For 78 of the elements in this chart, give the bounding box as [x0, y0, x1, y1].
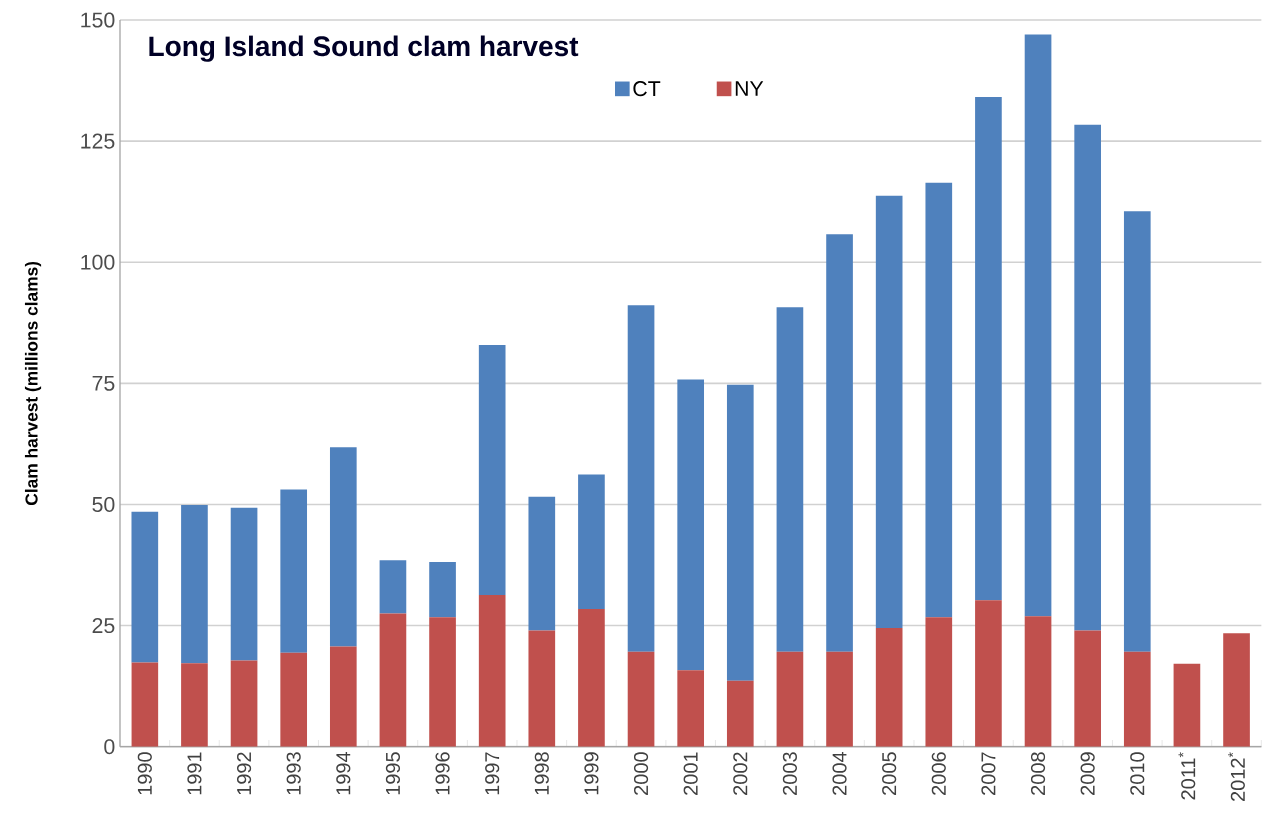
bar: [925, 617, 953, 747]
x-tick-label: 1991: [187, 752, 202, 795]
bar: [429, 617, 456, 747]
bar: [578, 608, 605, 747]
bar: [1074, 124, 1101, 631]
x-tick-label: 1997: [485, 752, 500, 795]
bar: [329, 447, 357, 647]
y-tick-label: 25: [92, 617, 115, 633]
bar: [776, 651, 804, 747]
x-tick-label: 2006: [931, 752, 946, 795]
y-tick-label: 125: [81, 133, 115, 149]
bar: [826, 651, 853, 747]
bar: [1223, 633, 1250, 747]
bar: [975, 600, 1002, 747]
bar: [379, 613, 407, 747]
bar: [875, 195, 903, 628]
bar: [329, 646, 357, 747]
x-tick-label: 2009: [1080, 752, 1095, 795]
text: Long Island Sound clam harvest: [149, 35, 579, 62]
x-tick-label: 1999: [584, 752, 599, 795]
bar: [528, 630, 556, 747]
bar: [478, 594, 506, 747]
x-tick-label: 2003: [782, 752, 797, 795]
x-tick-label: 1994: [336, 751, 351, 795]
bar: [230, 507, 258, 661]
bar: [627, 305, 655, 652]
bar: [578, 474, 605, 609]
bar: [1024, 34, 1052, 617]
bar: [1074, 630, 1101, 747]
bar: [131, 662, 159, 747]
y-axis-title: Clam harvest (millions clams): [24, 261, 42, 505]
y-tick-label: 150: [81, 12, 115, 28]
y-tick-label: 0: [104, 738, 115, 755]
y-tick-label: 100: [81, 254, 115, 270]
bar: [726, 384, 754, 681]
bar: [429, 561, 456, 618]
x-tick-label: 2004: [832, 751, 847, 795]
bar: [677, 379, 705, 670]
bar: [627, 651, 655, 747]
bar: [528, 496, 556, 631]
bar: [1123, 651, 1151, 747]
bar: [131, 511, 159, 663]
bar: [280, 489, 308, 653]
bar: [1123, 211, 1151, 652]
bar: [181, 663, 208, 747]
x-tick-label: 2007: [981, 752, 996, 795]
x-tick-label: 2005: [882, 752, 897, 795]
legend-label: NY: [735, 81, 764, 96]
x-tick-label: 2011$^{*}$: [1178, 752, 1196, 800]
x-tick-label: 2002: [733, 752, 748, 795]
x-tick-label: 1996: [435, 752, 450, 795]
x-tick-label: 1993: [286, 752, 301, 795]
bar: [1024, 616, 1052, 747]
bar: [379, 559, 407, 614]
x-tick-label: 2010: [1130, 752, 1145, 795]
x-tick-label: 1995: [385, 752, 401, 795]
x-tick-label: 2008: [1030, 752, 1046, 795]
y-tick-label: 75: [92, 375, 115, 391]
y-tick-label: 50: [92, 496, 115, 512]
bar: [776, 307, 804, 652]
bar: [925, 182, 953, 618]
bar: [1173, 663, 1201, 747]
bar: [280, 652, 308, 747]
x-tick-label: 2000: [633, 752, 649, 795]
bar: [181, 504, 208, 664]
x-tick-label: 1990: [137, 752, 152, 795]
x-tick-label: 2001: [683, 752, 698, 795]
bar: [478, 344, 506, 595]
x-tick-label: 1992: [236, 752, 252, 795]
legend-label: CT: [633, 80, 661, 97]
bar: [230, 660, 258, 747]
bar: [975, 96, 1002, 601]
bar: [826, 233, 853, 652]
bar: [875, 627, 903, 747]
bar: [726, 680, 754, 747]
x-tick-label: 1998: [534, 752, 549, 795]
x-tick-label: 2012$^{*}$: [1228, 752, 1245, 801]
bar: [677, 669, 705, 747]
